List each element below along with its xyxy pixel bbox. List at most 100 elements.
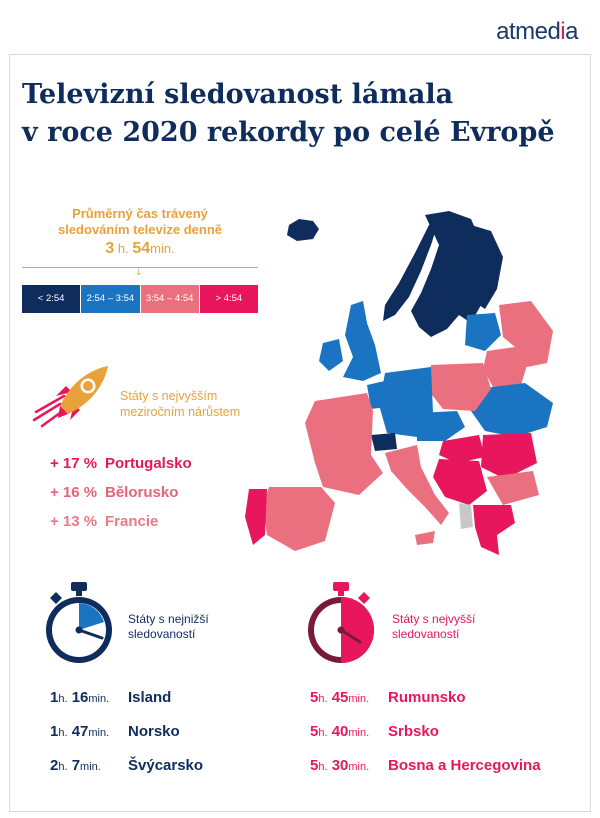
growth-pct: + 16 % bbox=[50, 484, 98, 501]
minutes-unit: min. bbox=[348, 761, 370, 773]
lowest-label-line-2: sledovaností bbox=[128, 627, 196, 641]
list-item: 1h. 47min. Norsko bbox=[50, 723, 203, 757]
growth-country: Bělorusko bbox=[105, 484, 179, 501]
legend-heading-line-2: sledováním televize denně bbox=[57, 222, 222, 237]
growth-pct: + 17 % bbox=[50, 455, 98, 472]
minutes: 16 bbox=[71, 689, 89, 706]
avg-hours: 3 bbox=[105, 240, 115, 257]
title-line-2: v roce 2020 rekordy po celé Evropě bbox=[22, 117, 555, 148]
atmedia-logo[interactable]: atmedia bbox=[496, 18, 578, 46]
map-norway-coast bbox=[383, 213, 441, 321]
minutes: 45 bbox=[331, 689, 349, 706]
minutes-unit: min. bbox=[348, 727, 370, 739]
logo-text-right: a bbox=[565, 18, 578, 45]
minutes-unit: min. bbox=[80, 761, 101, 773]
map-norway-sweden bbox=[411, 211, 487, 337]
minutes-unit: min. bbox=[88, 693, 110, 705]
lowest-list: 1h. 16min. Island 1h. 47min. Norsko 2h. … bbox=[50, 689, 203, 791]
page-title: Televizní sledovanost lámala v roce 2020… bbox=[22, 76, 582, 152]
growth-list: + 17 % Portugalsko + 16 % Bělorusko + 13 %… bbox=[50, 455, 192, 542]
hours: 2 bbox=[50, 757, 59, 774]
list-item: 2h. 7min. Švýcarsko bbox=[50, 757, 203, 791]
list-item: 5h. 40min. Srbsko bbox=[310, 723, 541, 757]
highest-label-line-2: sledovaností bbox=[392, 627, 460, 641]
map-switzerland bbox=[371, 433, 397, 451]
arrow-down-icon: ↓ bbox=[135, 268, 143, 278]
highest-list: 5h. 45min. Rumunsko 5h. 40min. Srbsko 5h… bbox=[310, 689, 541, 791]
hours-unit: h. bbox=[318, 761, 328, 773]
hours-unit: h. bbox=[58, 693, 68, 705]
country-name: Bosna a Hercegovina bbox=[388, 757, 541, 774]
hours-unit: h. bbox=[318, 727, 328, 739]
map-ukraine bbox=[471, 383, 553, 437]
time-value: 5h. 40min. bbox=[310, 723, 388, 740]
map-spain bbox=[263, 487, 335, 551]
hours: 1 bbox=[50, 689, 59, 706]
map-albania bbox=[459, 503, 473, 529]
growth-country: Portugalsko bbox=[105, 455, 192, 472]
time-value: 5h. 30min. bbox=[310, 757, 388, 774]
stopwatch-blue-icon bbox=[46, 582, 112, 663]
hours: 1 bbox=[50, 723, 59, 740]
country-name: Srbsko bbox=[388, 723, 439, 740]
hours-unit: h. bbox=[318, 693, 328, 705]
minutes: 47 bbox=[71, 723, 89, 740]
highest-label: Státy s nejvyšší sledovaností bbox=[392, 612, 502, 642]
map-belarus bbox=[483, 347, 527, 387]
map-iceland bbox=[287, 219, 319, 241]
map-hungary bbox=[439, 435, 485, 463]
map-poland bbox=[429, 363, 491, 411]
map-ireland bbox=[319, 339, 343, 371]
growth-label-line-2: meziročním nárůstem bbox=[120, 405, 241, 419]
europe-map bbox=[245, 211, 553, 555]
map-sicily bbox=[415, 531, 435, 545]
map-romania bbox=[481, 433, 537, 479]
growth-label-line-1: Státy s nejvyšším bbox=[120, 389, 218, 403]
country-name: Norsko bbox=[128, 723, 180, 740]
scale-bin-2: 2:54 – 3:54 bbox=[81, 285, 141, 313]
list-item: 5h. 30min. Bosna a Hercegovina bbox=[310, 757, 541, 791]
country-name: Rumunsko bbox=[388, 689, 466, 706]
country-name: Švýcarsko bbox=[128, 757, 204, 774]
time-value: 5h. 45min. bbox=[310, 689, 388, 706]
list-item: 1h. 16min. Island bbox=[50, 689, 203, 723]
map-serbia-bosnia bbox=[433, 459, 487, 505]
hours-unit: h. bbox=[58, 727, 68, 739]
highest-label-line-1: Státy s nejvyšší bbox=[392, 612, 476, 626]
scale-bin-1: < 2:54 bbox=[22, 285, 82, 313]
growth-label: Státy s nejvyšším meziročním nárůstem bbox=[120, 388, 260, 420]
list-item: 5h. 45min. Rumunsko bbox=[310, 689, 541, 723]
lowest-label-line-1: Státy s nejnižší bbox=[128, 612, 209, 626]
title-line-1: Televizní sledovanost lámala bbox=[22, 79, 454, 110]
time-value: 1h. 16min. bbox=[50, 689, 128, 706]
growth-row: + 17 % Portugalsko bbox=[50, 455, 192, 484]
avg-minutes-unit: min. bbox=[150, 241, 175, 256]
legend-average: 3 h. 54min. bbox=[22, 239, 258, 259]
rocket-icon bbox=[32, 366, 108, 428]
minutes-unit: min. bbox=[348, 693, 370, 705]
stopwatch-pink-icon bbox=[308, 582, 374, 663]
minutes-unit: min. bbox=[88, 727, 110, 739]
hours: 5 bbox=[310, 723, 319, 740]
minutes: 7 bbox=[71, 757, 81, 774]
growth-row: + 13 % Francie bbox=[50, 513, 192, 542]
map-uk bbox=[343, 301, 381, 381]
legend-heading: Průměrný čas trávený sledováním televize… bbox=[22, 206, 258, 259]
growth-row: + 16 % Bělorusko bbox=[50, 484, 192, 513]
map-italy bbox=[385, 445, 449, 525]
map-benelux bbox=[367, 381, 387, 409]
legend-divider bbox=[22, 267, 258, 268]
lowest-label: Státy s nejnižší sledovaností bbox=[128, 612, 238, 642]
logo-text-left: atmed bbox=[496, 18, 561, 45]
time-value: 1h. 47min. bbox=[50, 723, 128, 740]
map-greece bbox=[473, 505, 515, 555]
map-portugal bbox=[245, 489, 267, 545]
hours: 5 bbox=[310, 689, 319, 706]
minutes: 40 bbox=[331, 723, 349, 740]
growth-pct: + 13 % bbox=[50, 513, 98, 530]
map-bulgaria bbox=[487, 471, 539, 505]
map-czech-austria bbox=[417, 411, 465, 441]
map-russia bbox=[499, 301, 553, 367]
country-name: Island bbox=[128, 689, 172, 706]
map-finland bbox=[471, 225, 503, 309]
